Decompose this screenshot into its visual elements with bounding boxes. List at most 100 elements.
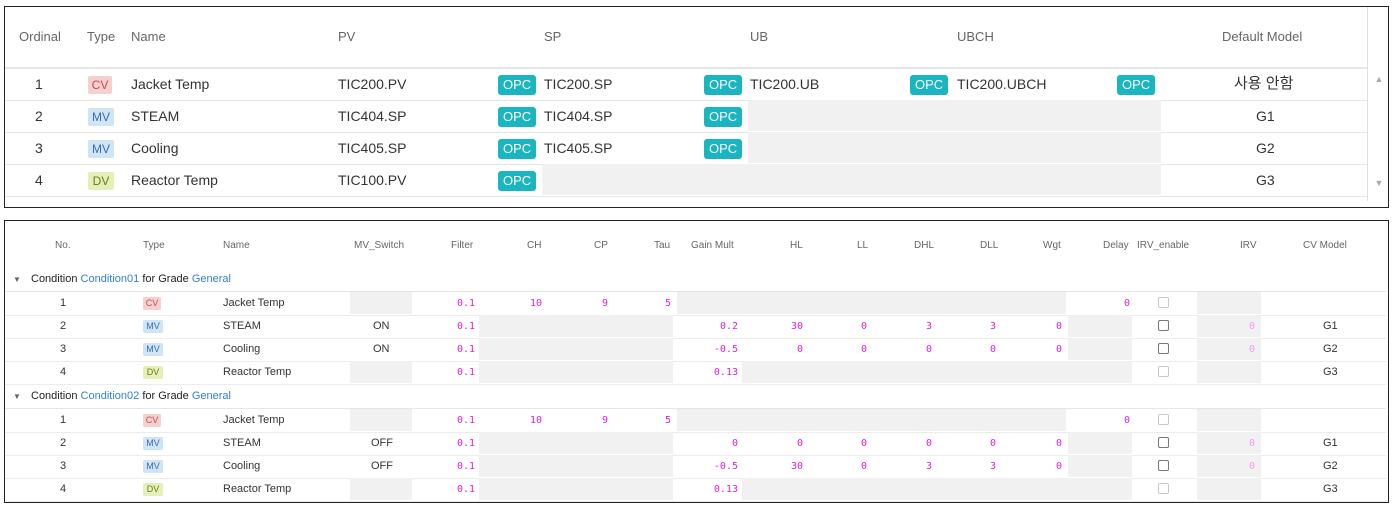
table-row[interactable]: 2 MV STEAM TIC404.SP OPC TIC404.SP OPC G…	[5, 100, 1367, 133]
col-delay[interactable]: Delay	[1103, 240, 1129, 251]
default-model-cell[interactable]: G3	[1256, 172, 1275, 188]
gain-mult-value[interactable]: 0.13	[713, 484, 738, 495]
pv-tag[interactable]: TIC200.PV	[338, 76, 407, 92]
pv-tag[interactable]: TIC100.PV	[338, 172, 407, 188]
condition-group-header[interactable]: ▼ Condition Condition01 for Grade Genera…	[5, 268, 1386, 292]
mv-switch-value[interactable]: ON	[373, 343, 390, 355]
triangle-down-icon[interactable]: ▼	[13, 392, 21, 401]
cv-model-value[interactable]: G3	[1323, 483, 1338, 495]
table-row[interactable]: 3 MV Cooling ON 0.1 -0.5 0 0 0 0 0 0 G2	[5, 338, 1386, 362]
col-ch[interactable]: CH	[527, 240, 542, 251]
col-type[interactable]: Type	[143, 240, 165, 251]
col-ordinal[interactable]: Ordinal	[19, 29, 61, 44]
gain-mult-value[interactable]: 0.13	[713, 367, 738, 378]
dll-value[interactable]: 3	[989, 321, 996, 332]
col-type[interactable]: Type	[87, 29, 116, 44]
ch-value[interactable]: 10	[529, 298, 542, 309]
table-row[interactable]: 4 DV Reactor Temp TIC100.PV OPC G3	[5, 164, 1367, 197]
hl-value[interactable]: 0	[796, 438, 803, 449]
irv-enable-checkbox[interactable]	[1158, 437, 1169, 448]
tau-value[interactable]: 5	[664, 415, 671, 426]
gain-mult-value[interactable]: -0.5	[713, 344, 738, 355]
gain-mult-value[interactable]: 0	[731, 438, 738, 449]
col-ll[interactable]: LL	[857, 240, 869, 251]
col-gain-mult[interactable]: Gain Mult	[691, 240, 734, 251]
table-row[interactable]: 1 CV Jacket Temp 0.1 10 9 5 0	[5, 292, 1386, 316]
arrow-up-icon[interactable]: ▲	[1374, 74, 1384, 84]
opc-badge[interactable]: OPC	[1117, 75, 1156, 95]
opc-badge[interactable]: OPC	[910, 75, 949, 95]
irv-enable-checkbox[interactable]	[1158, 343, 1169, 354]
sp-tag[interactable]: TIC405.SP	[544, 140, 613, 156]
dhl-value[interactable]: 3	[925, 461, 932, 472]
table-row[interactable]: 2 MV STEAM OFF 0.1 0 0 0 0 0 0 0 G1	[5, 432, 1386, 456]
col-irv[interactable]: IRV	[1240, 240, 1257, 251]
table-row[interactable]: 4 DV Reactor Temp 0.1 0.13 G3	[5, 361, 1386, 385]
dll-value[interactable]: 0	[989, 344, 996, 355]
ll-value[interactable]: 0	[860, 461, 867, 472]
irv-enable-checkbox[interactable]	[1158, 320, 1169, 331]
cv-model-value[interactable]: G2	[1323, 343, 1338, 355]
filter-value[interactable]: 0.1	[456, 344, 475, 355]
cv-model-value[interactable]: G3	[1323, 366, 1338, 378]
opc-badge[interactable]: OPC	[704, 107, 743, 127]
default-model-cell[interactable]: G2	[1256, 140, 1275, 156]
col-sp[interactable]: SP	[544, 29, 562, 44]
opc-badge[interactable]: OPC	[498, 171, 537, 191]
dll-value[interactable]: 0	[989, 438, 996, 449]
cp-value[interactable]: 9	[601, 415, 608, 426]
table-row[interactable]: 4 DV Reactor Temp 0.1 0.13 G3	[5, 478, 1386, 502]
hl-value[interactable]: 0	[796, 344, 803, 355]
opc-badge[interactable]: OPC	[498, 139, 537, 159]
irv-enable-checkbox[interactable]	[1158, 460, 1169, 471]
mv-switch-value[interactable]: OFF	[371, 437, 393, 449]
ll-value[interactable]: 0	[860, 438, 867, 449]
hl-value[interactable]: 30	[790, 321, 803, 332]
delay-value[interactable]: 0	[1123, 415, 1130, 426]
col-wgt[interactable]: Wgt	[1043, 240, 1061, 251]
table-row[interactable]: 1 CV Jacket Temp TIC200.PV OPC TIC200.SP…	[5, 68, 1367, 101]
opc-badge[interactable]: OPC	[498, 107, 537, 127]
col-ub[interactable]: UB	[750, 29, 769, 44]
col-irv-enable[interactable]: IRV_enable	[1137, 240, 1190, 251]
wgt-value[interactable]: 0	[1055, 344, 1062, 355]
dll-value[interactable]: 3	[989, 461, 996, 472]
col-default-model[interactable]: Default Model	[1222, 29, 1303, 44]
col-no[interactable]: No.	[55, 240, 71, 251]
mv-switch-value[interactable]: ON	[373, 320, 390, 332]
col-hl[interactable]: HL	[790, 240, 803, 251]
grade-link[interactable]: General	[191, 273, 231, 285]
col-name[interactable]: Name	[131, 29, 166, 44]
col-name[interactable]: Name	[223, 240, 250, 251]
col-ubch[interactable]: UBCH	[957, 29, 994, 44]
table-row[interactable]: 2 MV STEAM ON 0.1 0.2 30 0 3 3 0 0 G1	[5, 315, 1386, 339]
irv-enable-checkbox[interactable]	[1158, 414, 1169, 425]
sp-tag[interactable]: TIC404.SP	[544, 108, 613, 124]
col-pv[interactable]: PV	[338, 29, 356, 44]
cp-value[interactable]: 9	[601, 298, 608, 309]
gain-mult-value[interactable]: 0.2	[719, 321, 738, 332]
condition-group-header[interactable]: ▼ Condition Condition02 for Grade Genera…	[5, 385, 1386, 409]
opc-badge[interactable]: OPC	[498, 75, 537, 95]
default-model-cell[interactable]: G1	[1256, 108, 1275, 124]
filter-value[interactable]: 0.1	[456, 484, 475, 495]
ub-tag[interactable]: TIC200.UB	[750, 76, 820, 92]
col-dll[interactable]: DLL	[980, 240, 999, 251]
cv-model-value[interactable]: G2	[1323, 460, 1338, 472]
mv-switch-value[interactable]: OFF	[371, 460, 393, 472]
irv-enable-checkbox[interactable]	[1158, 366, 1169, 377]
ch-value[interactable]: 10	[529, 415, 542, 426]
irv-enable-checkbox[interactable]	[1158, 483, 1169, 494]
ll-value[interactable]: 0	[860, 321, 867, 332]
wgt-value[interactable]: 0	[1055, 321, 1062, 332]
dhl-value[interactable]: 0	[925, 344, 932, 355]
dhl-value[interactable]: 3	[925, 321, 932, 332]
col-tau[interactable]: Tau	[654, 240, 671, 251]
sp-tag[interactable]: TIC200.SP	[544, 76, 613, 92]
arrow-down-icon[interactable]: ▼	[1374, 178, 1384, 188]
tau-value[interactable]: 5	[664, 298, 671, 309]
triangle-down-icon[interactable]: ▼	[13, 275, 21, 284]
pv-tag[interactable]: TIC405.SP	[338, 140, 407, 156]
col-cv-model[interactable]: CV Model	[1303, 240, 1347, 251]
hl-value[interactable]: 30	[790, 461, 803, 472]
